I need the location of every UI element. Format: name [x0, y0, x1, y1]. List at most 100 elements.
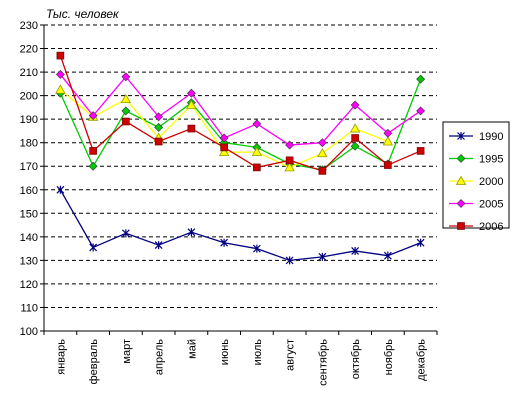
y-tick-labels: 100 110 120 130 140 150 160 170 180 190 200 210 220 2… [20, 20, 38, 338]
data-point [218, 146, 230, 157]
data-point [154, 137, 163, 146]
data-point [187, 228, 196, 237]
x-tick-label: март [121, 339, 133, 364]
data-point [120, 93, 132, 104]
data-point [219, 133, 229, 143]
data-point [220, 143, 228, 152]
data-point [351, 134, 359, 142]
data-point [89, 147, 97, 155]
data-point [186, 99, 197, 109]
x-tick-label: апрель [154, 339, 166, 375]
data-point [382, 136, 394, 146]
data-point [89, 243, 98, 252]
data-point [154, 112, 164, 122]
series-2006 [56, 51, 425, 175]
data-point [55, 84, 66, 94]
data-point [416, 74, 426, 84]
y-tick-label: 150 [20, 208, 38, 220]
data-point [252, 119, 262, 129]
x-tick-label: август [285, 339, 297, 371]
y-tick-label: 180 [20, 138, 38, 150]
data-point [318, 167, 327, 175]
y-tick-label: 190 [20, 114, 38, 126]
data-point [285, 156, 294, 165]
data-point [284, 162, 295, 172]
data-point [384, 161, 392, 169]
data-point [187, 124, 196, 133]
data-point [252, 244, 261, 253]
series-1990 [56, 185, 425, 265]
legend: 1990 1995 2000 2005 2006 [442, 121, 510, 233]
x-tick-label: май [186, 339, 198, 359]
legend-label: 2005 [479, 199, 503, 211]
series-line-1990 [59, 189, 421, 262]
series-2005 [55, 70, 426, 150]
legend-box [442, 121, 510, 229]
series-line-2006 [59, 55, 421, 172]
data-point [55, 70, 65, 79]
legend-marker [455, 175, 467, 185]
y-tick-label: 170 [20, 161, 38, 173]
legend-marker [456, 199, 466, 208]
x-tick-label: сентябрь [317, 339, 329, 386]
data-point [121, 229, 130, 238]
data-point [416, 238, 425, 247]
data-point [121, 106, 131, 116]
data-point [350, 100, 360, 110]
legend-marker [457, 132, 465, 140]
data-point [383, 251, 392, 260]
legend-marker [456, 154, 466, 163]
data-point [251, 146, 263, 157]
series-line-1995 [59, 78, 422, 171]
series-lines [55, 51, 426, 265]
data-point [350, 141, 360, 151]
data-point [351, 246, 360, 255]
x-tick-label: июль [252, 339, 264, 366]
legend-label: 1995 [479, 154, 503, 166]
y-tick-label: 110 [20, 302, 38, 314]
x-tick-label: ноябрь [383, 339, 395, 376]
data-point [154, 122, 164, 132]
axes [40, 24, 438, 335]
data-point [56, 185, 65, 194]
data-point [88, 161, 98, 171]
x-tick-label: январь [55, 339, 67, 375]
y-tick-label: 100 [20, 326, 38, 338]
data-point [253, 163, 261, 172]
y-unit-label: Тыс. человек [46, 7, 120, 21]
y-tick-label: 210 [20, 67, 38, 79]
series-2000 [55, 84, 394, 172]
data-point [186, 88, 196, 98]
legend-label: 2006 [479, 221, 503, 233]
data-point [318, 252, 327, 261]
y-tick-label: 130 [20, 255, 38, 267]
x-tick-label: октябрь [350, 339, 362, 379]
y-tick-label: 120 [20, 279, 38, 291]
y-tick-label: 140 [20, 232, 38, 244]
x-tick-labels: январь февраль март апрель май июнь июль август… [55, 339, 427, 386]
y-tick-label: 160 [20, 185, 38, 197]
data-point [56, 51, 65, 60]
data-point [416, 106, 426, 116]
y-tick-label: 220 [20, 44, 38, 56]
legend-label: 2000 [479, 176, 503, 188]
x-tick-label: июнь [219, 339, 231, 365]
data-point [317, 147, 328, 158]
legend-marker [457, 222, 465, 230]
data-point [317, 138, 327, 148]
series-line-2005 [59, 74, 421, 146]
y-tick-label: 200 [20, 91, 38, 103]
x-tick-label: февраль [88, 339, 100, 385]
data-point [122, 117, 130, 126]
data-point [154, 241, 163, 250]
y-tick-label: 230 [20, 20, 38, 32]
data-point [285, 256, 294, 265]
x-tick-label: декабрь [416, 339, 428, 381]
grid-lines [44, 24, 437, 308]
data-point [121, 72, 131, 82]
data-point [88, 111, 98, 121]
series-1995 [55, 74, 426, 175]
legend-label: 1990 [479, 131, 503, 143]
